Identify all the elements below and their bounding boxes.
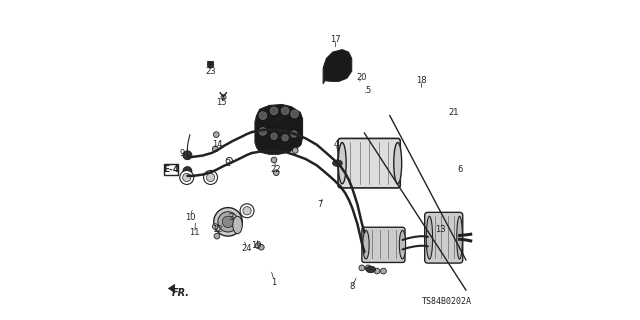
Circle shape bbox=[271, 133, 277, 140]
Circle shape bbox=[282, 135, 288, 141]
FancyBboxPatch shape bbox=[362, 227, 405, 262]
Circle shape bbox=[374, 268, 380, 274]
Text: 17: 17 bbox=[330, 35, 341, 44]
Ellipse shape bbox=[426, 216, 433, 259]
Circle shape bbox=[212, 224, 218, 229]
Text: 12: 12 bbox=[212, 225, 222, 234]
Circle shape bbox=[204, 171, 218, 184]
Circle shape bbox=[221, 95, 226, 100]
Text: 11: 11 bbox=[189, 228, 200, 237]
Circle shape bbox=[207, 173, 214, 181]
Text: 13: 13 bbox=[435, 225, 446, 234]
Text: 20: 20 bbox=[356, 73, 367, 82]
Circle shape bbox=[226, 157, 232, 164]
Circle shape bbox=[292, 148, 298, 153]
Text: 9: 9 bbox=[179, 149, 184, 158]
Circle shape bbox=[214, 233, 220, 239]
Ellipse shape bbox=[333, 160, 342, 166]
Polygon shape bbox=[323, 50, 352, 84]
Circle shape bbox=[240, 204, 254, 218]
Text: 14: 14 bbox=[212, 140, 222, 148]
Circle shape bbox=[214, 208, 243, 236]
Text: 2: 2 bbox=[225, 159, 230, 168]
Text: TS84B0202A: TS84B0202A bbox=[422, 297, 472, 306]
Text: 8: 8 bbox=[349, 282, 355, 292]
Text: 4: 4 bbox=[333, 140, 339, 148]
Text: 5: 5 bbox=[365, 86, 370, 95]
Ellipse shape bbox=[457, 216, 463, 259]
Circle shape bbox=[255, 243, 261, 249]
Ellipse shape bbox=[394, 142, 402, 184]
Ellipse shape bbox=[399, 230, 406, 259]
Ellipse shape bbox=[233, 216, 243, 234]
Text: 21: 21 bbox=[448, 108, 458, 117]
Polygon shape bbox=[168, 284, 175, 292]
Circle shape bbox=[259, 244, 264, 250]
FancyBboxPatch shape bbox=[338, 139, 400, 188]
Circle shape bbox=[180, 171, 194, 184]
Ellipse shape bbox=[339, 142, 346, 184]
Circle shape bbox=[207, 62, 214, 68]
Text: 18: 18 bbox=[416, 76, 427, 85]
Circle shape bbox=[365, 265, 371, 271]
Text: 10: 10 bbox=[185, 212, 195, 222]
Text: 22: 22 bbox=[270, 165, 281, 174]
Circle shape bbox=[381, 268, 387, 274]
Text: 19: 19 bbox=[252, 241, 262, 250]
Polygon shape bbox=[255, 105, 303, 154]
Circle shape bbox=[270, 107, 278, 115]
Circle shape bbox=[271, 157, 277, 163]
Text: 15: 15 bbox=[216, 99, 227, 108]
Circle shape bbox=[212, 146, 218, 152]
Text: 24: 24 bbox=[242, 244, 252, 253]
Text: E-4: E-4 bbox=[163, 165, 179, 174]
Circle shape bbox=[182, 173, 191, 181]
Circle shape bbox=[183, 167, 192, 176]
Ellipse shape bbox=[363, 230, 369, 259]
Text: 6: 6 bbox=[457, 165, 462, 174]
Circle shape bbox=[222, 216, 234, 228]
Circle shape bbox=[218, 212, 238, 232]
Text: FR.: FR. bbox=[172, 288, 189, 298]
Circle shape bbox=[243, 207, 251, 215]
Circle shape bbox=[291, 131, 297, 137]
Circle shape bbox=[213, 132, 219, 138]
Text: 7: 7 bbox=[317, 200, 323, 209]
Circle shape bbox=[259, 128, 267, 135]
Text: 23: 23 bbox=[205, 67, 216, 76]
Text: 1: 1 bbox=[271, 278, 276, 287]
Circle shape bbox=[282, 107, 289, 115]
Circle shape bbox=[259, 112, 267, 119]
Circle shape bbox=[291, 110, 298, 118]
Circle shape bbox=[359, 265, 365, 271]
Text: 16: 16 bbox=[273, 117, 284, 126]
Circle shape bbox=[273, 170, 279, 176]
Ellipse shape bbox=[366, 266, 376, 273]
Circle shape bbox=[183, 151, 192, 160]
Text: 3: 3 bbox=[228, 212, 234, 222]
FancyBboxPatch shape bbox=[425, 212, 463, 263]
